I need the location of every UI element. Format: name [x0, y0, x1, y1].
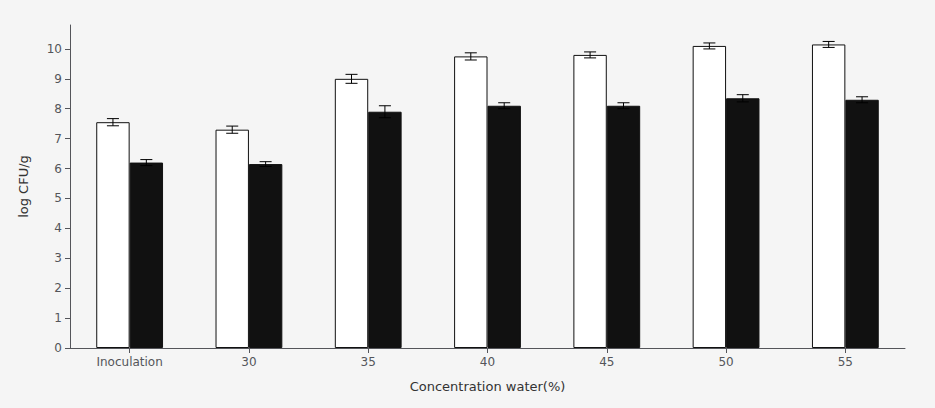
svg-text:10: 10 [47, 42, 62, 56]
svg-text:50: 50 [718, 355, 733, 369]
svg-text:55: 55 [838, 355, 853, 369]
svg-text:8: 8 [54, 102, 62, 116]
svg-text:35: 35 [361, 355, 376, 369]
svg-text:40: 40 [480, 355, 495, 369]
svg-text:9: 9 [54, 72, 62, 86]
svg-text:0: 0 [54, 341, 62, 355]
svg-text:45: 45 [599, 355, 614, 369]
svg-text:4: 4 [54, 221, 62, 235]
svg-text:Concentration water(%): Concentration water(%) [410, 379, 566, 394]
svg-text:30: 30 [241, 355, 256, 369]
svg-text:2: 2 [54, 281, 62, 295]
svg-text:Inoculation: Inoculation [96, 355, 162, 369]
svg-text:5: 5 [54, 191, 62, 205]
svg-text:3: 3 [54, 251, 62, 265]
svg-text:7: 7 [54, 132, 62, 146]
svg-text:6: 6 [54, 162, 62, 176]
svg-text:log CFU/g: log CFU/g [16, 155, 31, 218]
svg-text:1: 1 [54, 311, 62, 325]
